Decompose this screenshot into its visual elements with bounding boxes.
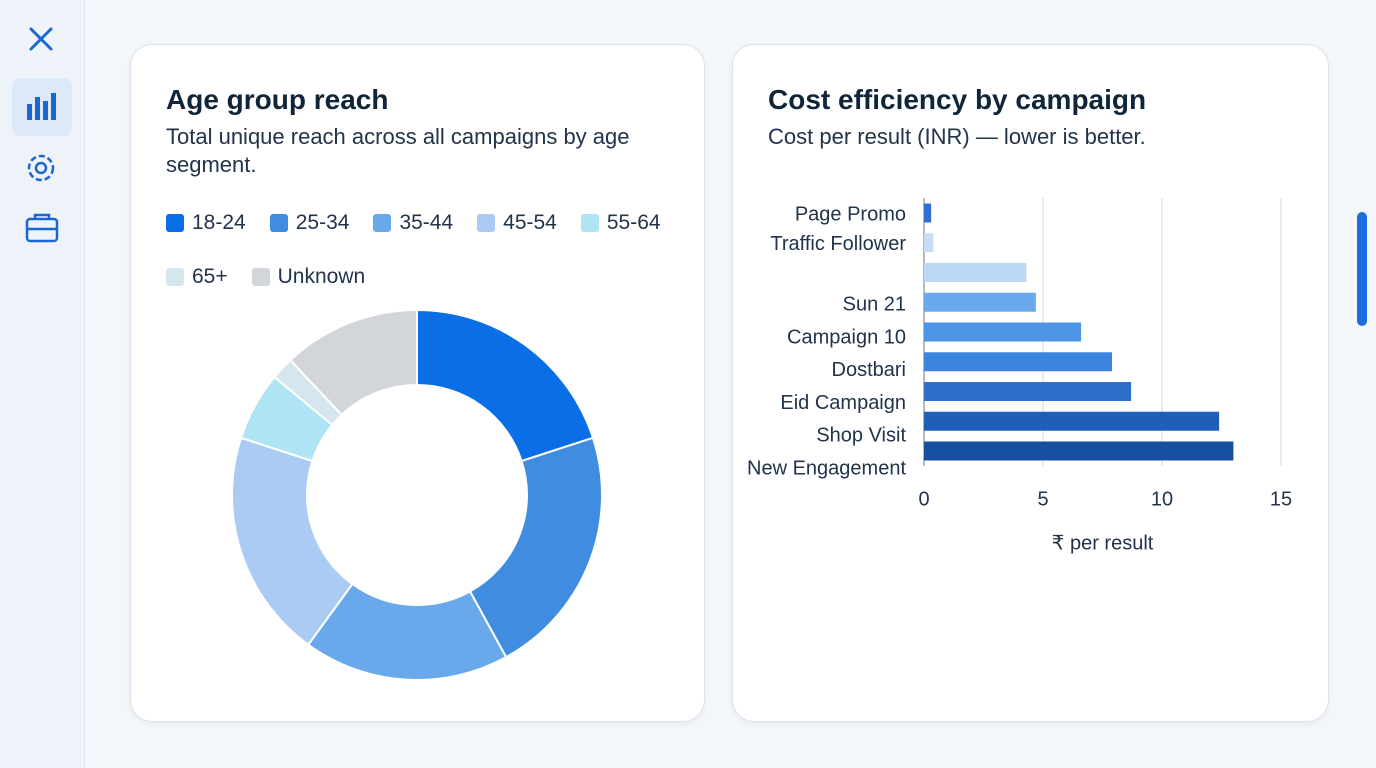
x-tick-label: 0 [918,488,929,510]
y-tick-label: Dostbari [832,359,906,381]
legend-swatch [477,214,496,232]
y-tick-label: Shop Visit [816,425,906,447]
bar [924,263,1027,282]
briefcase-icon[interactable] [25,213,59,243]
x-axis-label: ₹ per result [1052,532,1154,554]
pie-slice [231,436,354,647]
bar [924,382,1132,401]
x-tick-label: 10 [1151,488,1173,510]
bar [924,233,934,253]
legend-item: 65+ [166,265,228,289]
bar [924,441,1234,461]
legend-swatch [373,214,392,232]
legend-label: 35-44 [399,211,454,234]
bar [924,352,1113,372]
legend-swatch [166,214,184,232]
legend-label: 65+ [192,265,228,288]
bar [924,322,1082,342]
y-tick-label: Sun 21 [843,294,906,316]
y-tick-label: Eid Campaign [780,392,906,414]
bar [924,292,1036,312]
chart-subtitle: Total unique reach across all campaigns … [166,124,630,177]
close-icon[interactable] [29,27,53,51]
pie-slice [416,308,595,463]
chart-icon [27,93,56,120]
legend-swatch [269,214,288,232]
legend-label: 25-34 [295,211,350,234]
y-tick-label: Campaign 10 [787,326,906,348]
chart-title: Cost efficiency by campaign [768,84,1147,115]
scrollbar[interactable] [1357,212,1367,326]
bar [924,411,1220,431]
legend-item: 35-44 [373,211,453,235]
bar [924,203,932,223]
sidebar-icons [12,27,72,243]
legend-label: Unknown [277,265,366,288]
legend-label: 55-64 [606,211,661,234]
legend: 18-24 25-34 35-44 45-54 55-64 65+ Unknown [166,211,686,289]
pie-slice [468,436,603,659]
legend-item: Unknown [251,265,366,289]
chart-icon-bg[interactable] [12,78,72,136]
legend-swatch [166,268,184,286]
chart-title: Age group reach [166,84,389,115]
legend-item: 55-64 [580,211,661,235]
legend-swatch [251,268,270,286]
x-tick-label: 15 [1270,488,1292,510]
legend-item: 45-54 [477,211,557,235]
legend-item: 25-34 [269,211,350,235]
legend-label: 18-24 [192,211,246,234]
legend-swatch [580,214,599,232]
sidebar [0,0,85,768]
settings-icon[interactable] [27,154,55,182]
y-tick-label: Traffic Follower [770,233,906,255]
pie-slice [288,308,418,417]
legend-label: 45-54 [503,211,557,234]
y-tick-label: New Engagement [747,457,906,479]
x-tick-label: 5 [1037,488,1048,510]
y-tick-label: Page Promo [795,203,906,225]
legend-item: 18-24 [166,211,246,235]
chart-subtitle: Cost per result (INR) — lower is better. [768,124,1146,149]
